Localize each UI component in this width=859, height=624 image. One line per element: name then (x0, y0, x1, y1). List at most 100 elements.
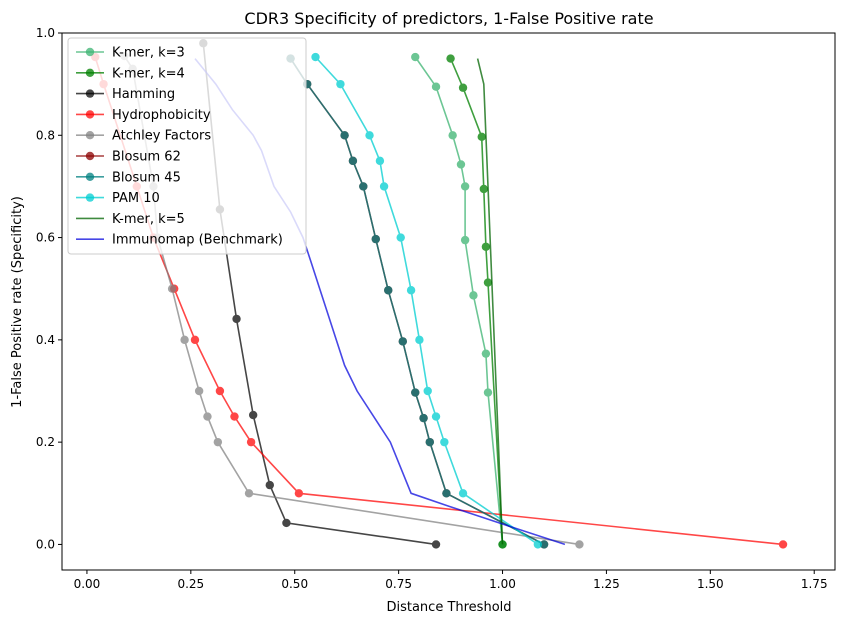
plot-area (91, 39, 788, 549)
x-tick-label: 0.50 (281, 577, 308, 591)
data-point (431, 82, 441, 91)
data-point (448, 131, 457, 140)
data-point (411, 388, 420, 397)
axes-frame (61, 32, 836, 571)
data-point (213, 437, 223, 447)
legend-swatch-marker (85, 68, 95, 78)
legend-swatch-marker (85, 151, 95, 161)
data-point (431, 412, 441, 421)
x-tick-label: 1.25 (593, 577, 620, 591)
data-point (348, 156, 358, 166)
data-point (460, 182, 470, 191)
series-line (476, 58, 504, 545)
y-tick-label: 0.6 (36, 231, 55, 245)
series-line (414, 56, 504, 545)
legend-entry: K-mer, k=5 (76, 212, 185, 227)
y-tick-label: 0.8 (36, 128, 55, 142)
data-point (533, 540, 543, 549)
series-pam-10 (311, 52, 543, 549)
data-point (230, 412, 239, 421)
x-tick-label: 1.00 (489, 577, 516, 591)
data-point (423, 386, 432, 396)
legend-swatch-marker (85, 110, 95, 119)
data-point (411, 52, 420, 62)
legend-entry: Hamming (76, 87, 175, 102)
data-point (203, 412, 212, 421)
data-point (458, 83, 468, 92)
legend-entry: K-mer, k=4 (76, 66, 185, 81)
data-point (265, 480, 274, 490)
data-point (481, 349, 491, 358)
legend-entry: Blosum 62 (76, 150, 181, 165)
data-point (375, 156, 385, 166)
data-point (384, 286, 393, 295)
data-point (232, 314, 241, 324)
data-point (778, 540, 788, 549)
data-point (575, 540, 584, 549)
y-tick-label: 1.0 (36, 26, 55, 40)
data-point (440, 437, 449, 447)
data-point (446, 54, 455, 63)
legend-swatch-marker (85, 193, 95, 202)
data-point (311, 52, 320, 62)
data-point (481, 242, 491, 251)
y-tick-label: 0.2 (36, 435, 55, 449)
data-point (456, 160, 466, 169)
data-point (415, 335, 424, 345)
y-tick-label: 0.4 (36, 333, 55, 347)
data-point (167, 284, 177, 293)
legend-swatch-marker (85, 89, 95, 98)
data-point (294, 489, 304, 498)
axes-ticks: 0.00 0.25 0.50 0.75 1.00 1.25 1.50 1.75 0.0 0.2 0.… (36, 26, 836, 591)
data-point (498, 540, 507, 549)
data-point (419, 413, 428, 423)
data-point (190, 335, 200, 345)
x-tick-label: 0.75 (385, 577, 412, 591)
legend-box (67, 37, 307, 255)
legend-label: Hydrophobicity (112, 108, 211, 123)
legend-label: K-mer, k=5 (112, 212, 185, 227)
legend-entry: Hydrophobicity (76, 108, 211, 123)
legend-entry: PAM 10 (76, 191, 160, 206)
data-point (539, 540, 549, 549)
data-point (194, 386, 204, 396)
data-point (469, 291, 478, 300)
chart-title: CDR3 Specificity of predictors, 1-False … (244, 9, 653, 28)
data-point (336, 79, 345, 89)
legend-label: PAM 10 (112, 191, 160, 206)
legend-label: Blosum 62 (112, 150, 181, 165)
x-tick-label: 1.75 (801, 577, 828, 591)
data-point (365, 131, 374, 140)
data-point (483, 278, 493, 287)
legend-entry: Atchley Factors (76, 129, 211, 144)
data-point (406, 286, 416, 295)
y-tick-label: 0.0 (36, 537, 55, 551)
legend-swatch-marker (85, 172, 95, 181)
series-k-mer-k-5 (476, 58, 504, 545)
series-k-mer-k-4 (446, 54, 507, 549)
data-point (282, 518, 291, 528)
legend: K-mer, k=3 K-mer, k=4 Hamming Hydrophobicit… (67, 37, 307, 255)
data-point (340, 131, 349, 140)
data-point (248, 410, 258, 420)
data-point (379, 182, 389, 191)
data-point (215, 386, 225, 396)
x-tick-label: 0.00 (74, 577, 101, 591)
data-point (460, 235, 470, 245)
y-axis-label: 1-False Positive rate (Specificity) (10, 196, 25, 408)
legend-entry: Immunomap (Benchmark) (76, 233, 283, 248)
legend-label: K-mer, k=3 (112, 46, 185, 61)
legend-label: Hamming (112, 87, 175, 102)
legend-label: K-mer, k=4 (112, 66, 185, 81)
data-point (180, 335, 189, 345)
data-point (396, 233, 405, 242)
data-point (431, 540, 441, 549)
data-point (371, 234, 380, 244)
legend-entry: K-mer, k=3 (76, 46, 185, 61)
data-point (244, 489, 254, 498)
legend-entry: Blosum 45 (76, 170, 181, 185)
data-point (442, 489, 451, 498)
series-group (91, 39, 788, 549)
x-axis-label: Distance Threshold (386, 600, 511, 615)
